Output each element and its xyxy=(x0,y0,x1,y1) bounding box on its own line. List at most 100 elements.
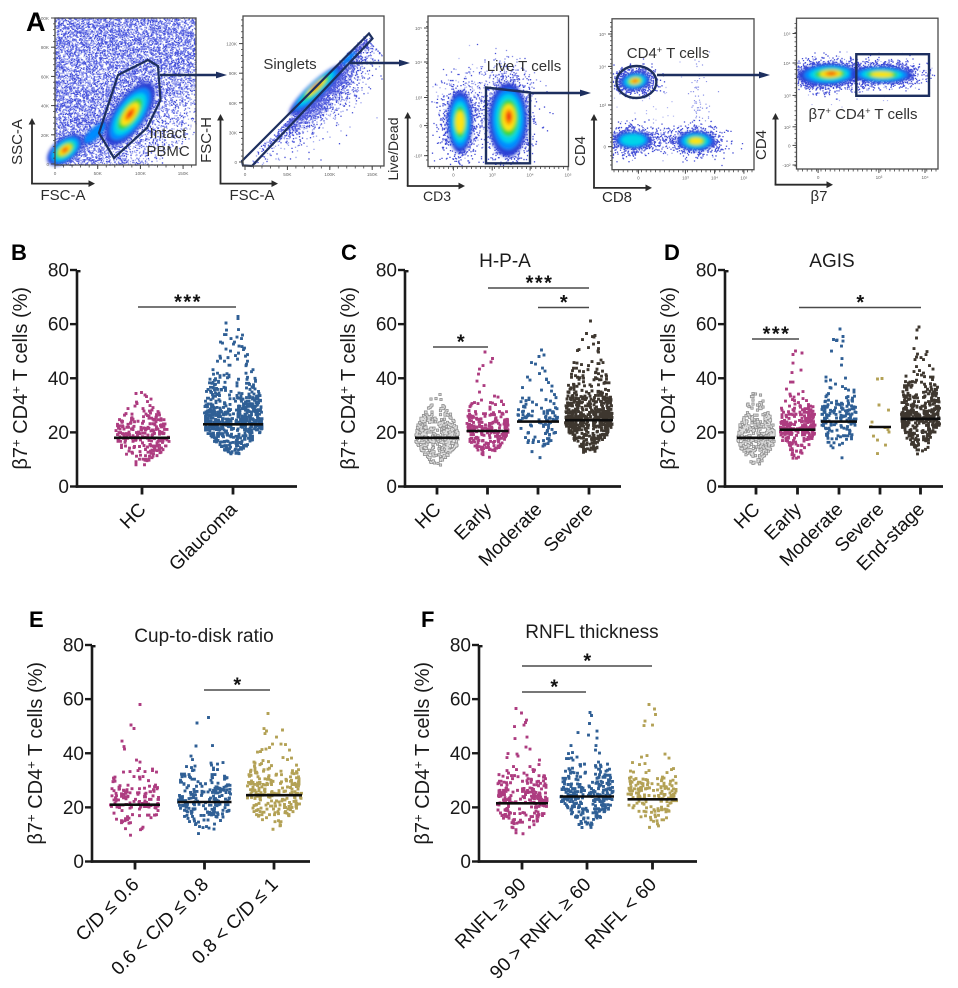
svg-text:RNFL < 60: RNFL < 60 xyxy=(581,874,661,954)
svg-text:β7+ CD4+ T cells (%): β7+ CD4+ T cells (%) xyxy=(411,662,435,845)
svg-text:100K: 100K xyxy=(135,171,147,176)
svg-text:90K: 90K xyxy=(229,71,238,76)
svg-text:RNFL thickness: RNFL thickness xyxy=(525,622,658,643)
svg-text:0: 0 xyxy=(58,477,69,498)
svg-text:20: 20 xyxy=(376,423,397,444)
svg-text:Live/Dead: Live/Dead xyxy=(385,117,401,180)
svg-text:100K: 100K xyxy=(38,16,50,21)
svg-text:120K: 120K xyxy=(226,42,238,47)
svg-text:40: 40 xyxy=(450,744,471,765)
svg-text:*: * xyxy=(856,292,865,314)
svg-text:D: D xyxy=(664,240,680,265)
svg-text:40: 40 xyxy=(63,744,84,765)
svg-text:10³: 10³ xyxy=(489,173,496,178)
svg-text:-10³: -10³ xyxy=(414,154,423,159)
svg-text:60: 60 xyxy=(48,315,69,336)
svg-text:40: 40 xyxy=(48,369,69,390)
svg-text:20: 20 xyxy=(48,423,69,444)
svg-text:Severe: Severe xyxy=(540,499,597,556)
svg-text:150K: 150K xyxy=(367,172,379,177)
svg-text:10³: 10³ xyxy=(682,176,689,181)
svg-text:50K: 50K xyxy=(283,172,292,177)
svg-text:20: 20 xyxy=(450,798,471,819)
svg-text:E: E xyxy=(29,607,44,632)
svg-text:Singlets: Singlets xyxy=(263,56,316,73)
svg-text:SSC-A: SSC-A xyxy=(9,119,26,165)
svg-text:0: 0 xyxy=(234,160,237,165)
svg-text:CD4+​ T cells: CD4+​ T cells xyxy=(627,45,709,62)
svg-text:*: * xyxy=(457,332,466,354)
svg-text:0: 0 xyxy=(637,176,640,181)
svg-text:H-P-A: H-P-A xyxy=(479,251,531,272)
svg-text:HC: HC xyxy=(730,499,764,533)
svg-text:10⁴: 10⁴ xyxy=(527,173,534,178)
svg-text:10⁴: 10⁴ xyxy=(415,60,422,65)
svg-text:10⁴: 10⁴ xyxy=(599,64,606,69)
svg-text:0: 0 xyxy=(603,145,606,150)
svg-text:60: 60 xyxy=(63,690,84,711)
svg-text:-10²: -10² xyxy=(782,163,791,168)
svg-text:100K: 100K xyxy=(324,172,336,177)
svg-text:80K: 80K xyxy=(41,45,50,50)
svg-text:10⁵: 10⁵ xyxy=(599,32,606,37)
svg-text:A: A xyxy=(26,7,46,37)
svg-text:10³: 10³ xyxy=(784,93,791,98)
svg-text:40: 40 xyxy=(376,369,397,390)
svg-text:80: 80 xyxy=(696,261,717,282)
svg-text:0: 0 xyxy=(460,852,471,873)
svg-text:60: 60 xyxy=(696,315,717,336)
svg-text:10⁵: 10⁵ xyxy=(783,32,790,37)
svg-text:20: 20 xyxy=(63,798,84,819)
svg-text:FSC-H: FSC-H xyxy=(198,117,215,163)
svg-text:0: 0 xyxy=(788,143,791,148)
svg-text:B: B xyxy=(11,240,27,265)
svg-text:30K: 30K xyxy=(229,130,238,135)
svg-text:0: 0 xyxy=(46,162,49,167)
svg-text:10³: 10³ xyxy=(415,96,422,101)
svg-text:Glaucoma: Glaucoma xyxy=(165,499,241,575)
svg-text:*: * xyxy=(583,651,592,673)
svg-text:AGIS: AGIS xyxy=(809,251,854,272)
svg-text:CD4: CD4 xyxy=(572,136,589,166)
svg-text:HC: HC xyxy=(411,499,445,533)
svg-text:80: 80 xyxy=(63,636,84,657)
svg-text:10⁵: 10⁵ xyxy=(564,173,571,178)
svg-text:***: *** xyxy=(174,292,202,314)
svg-text:C/D ≤ 0.6: C/D ≤ 0.6 xyxy=(72,874,144,946)
svg-text:80: 80 xyxy=(48,261,69,282)
svg-text:CD8: CD8 xyxy=(602,189,632,206)
svg-text:60K: 60K xyxy=(41,74,50,79)
svg-text:10⁴: 10⁴ xyxy=(921,175,928,180)
svg-text:10⁴: 10⁴ xyxy=(783,61,790,66)
svg-text:CD3: CD3 xyxy=(423,188,451,204)
svg-text:20K: 20K xyxy=(41,133,50,138)
svg-text:*: * xyxy=(550,677,559,699)
svg-text:CD4: CD4 xyxy=(753,130,770,160)
svg-text:F: F xyxy=(421,607,434,632)
svg-text:FSC-A: FSC-A xyxy=(41,187,86,204)
svg-text:60: 60 xyxy=(450,690,471,711)
svg-text:10²: 10² xyxy=(784,125,791,130)
svg-text:0: 0 xyxy=(386,477,397,498)
svg-text:*: * xyxy=(560,292,569,314)
svg-text:40K: 40K xyxy=(41,104,50,109)
svg-text:10³: 10³ xyxy=(599,103,606,108)
svg-text:20: 20 xyxy=(696,423,717,444)
svg-text:60K: 60K xyxy=(229,101,238,106)
svg-text:β7+ CD4+ T cells (%): β7+ CD4+ T cells (%) xyxy=(24,662,48,845)
svg-text:Cup-to-disk ratio: Cup-to-disk ratio xyxy=(134,626,273,647)
svg-text:0: 0 xyxy=(817,175,820,180)
svg-text:0: 0 xyxy=(73,852,84,873)
svg-text:***: *** xyxy=(526,273,554,295)
svg-text:80: 80 xyxy=(376,261,397,282)
svg-text:Intact: Intact xyxy=(150,125,188,142)
svg-text:80: 80 xyxy=(450,636,471,657)
svg-text:PBMC: PBMC xyxy=(146,143,190,160)
svg-text:C: C xyxy=(341,240,357,265)
svg-text:10⁵: 10⁵ xyxy=(415,26,422,31)
svg-text:0: 0 xyxy=(452,173,455,178)
svg-text:β7+ CD4+ T cells (%): β7+ CD4+ T cells (%) xyxy=(657,287,681,470)
svg-text:60: 60 xyxy=(376,315,397,336)
svg-text:FSC-A: FSC-A xyxy=(230,187,275,204)
svg-text:β7+ CD4+ T cells (%): β7+ CD4+ T cells (%) xyxy=(337,287,361,470)
